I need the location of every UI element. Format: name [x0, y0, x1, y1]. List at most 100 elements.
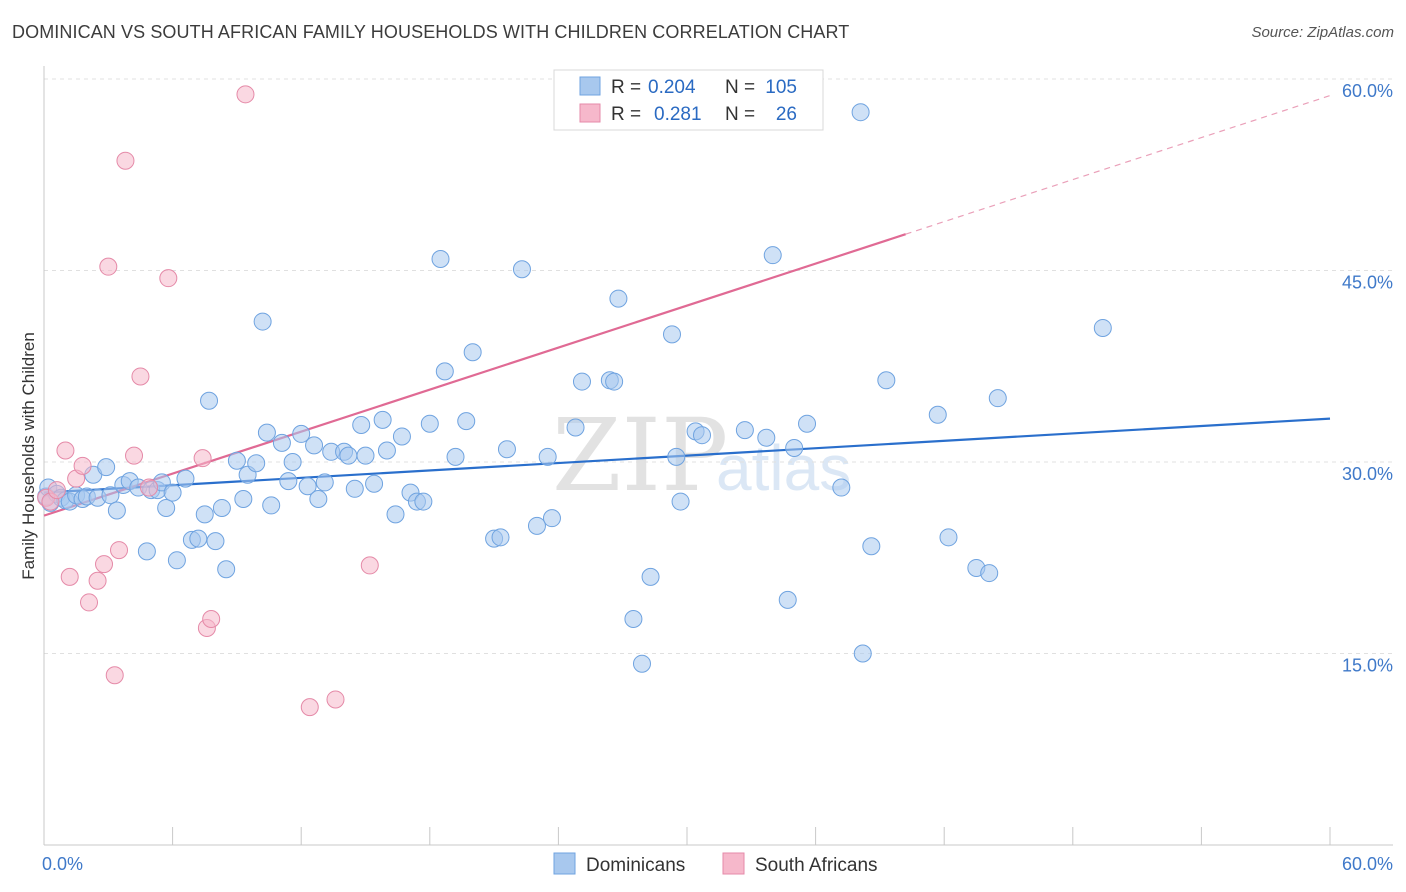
- point-dominicans-95: [851, 103, 870, 122]
- point-south-africans-13: [116, 151, 135, 170]
- point-dominicans-72: [527, 516, 546, 535]
- chart-title: DOMINICAN VS SOUTH AFRICAN FAMILY HOUSEH…: [12, 22, 850, 42]
- point-dominicans-46: [309, 490, 328, 509]
- point-south-africans-20: [202, 610, 221, 629]
- y-tick-labels: 15.0% 30.0% 45.0% 60.0%: [1342, 81, 1393, 676]
- point-dominicans-58: [392, 427, 411, 446]
- point-dominicans-14: [107, 501, 126, 520]
- stats-legend: R = 0.204 N = 105 R = 0.281 N = 26: [553, 69, 824, 131]
- point-dominicans-96: [853, 644, 872, 663]
- point-south-africans-6: [73, 456, 92, 475]
- point-dominicans-50: [339, 446, 358, 465]
- point-dominicans-74: [542, 509, 561, 528]
- point-dominicans-56: [377, 441, 396, 460]
- point-dominicans-85: [671, 492, 690, 511]
- point-dominicans-55: [373, 410, 392, 429]
- trend-lines: [43, 95, 1331, 517]
- x-tick-label-max: 60.0%: [1342, 854, 1393, 874]
- point-dominicans-83: [662, 325, 681, 344]
- bottom-legend-label-dominicans: Dominicans: [586, 855, 685, 876]
- bottom-legend-swatch-south-africans: [722, 852, 745, 875]
- point-south-africans-3: [56, 441, 75, 460]
- point-dominicans-98: [877, 371, 896, 390]
- point-dominicans-90: [763, 246, 782, 265]
- point-dominicans-99: [928, 405, 947, 424]
- point-dominicans-93: [798, 414, 817, 433]
- legend-r-value-south-africans: 0.281: [654, 104, 702, 125]
- point-south-africans-16: [140, 478, 159, 497]
- point-dominicans-39: [262, 496, 281, 515]
- point-dominicans-53: [356, 446, 375, 465]
- point-dominicans-57: [386, 505, 405, 524]
- point-dominicans-64: [435, 362, 454, 381]
- point-south-africans-18: [193, 449, 212, 468]
- gridlines: [44, 78, 1393, 654]
- source-label: Source: ZipAtlas.com: [1251, 24, 1394, 41]
- point-dominicans-91: [778, 590, 797, 609]
- point-south-africans-2: [47, 481, 66, 500]
- point-dominicans-13: [101, 486, 120, 505]
- legend-n-value-dominicans: 105: [765, 77, 797, 98]
- point-dominicans-97: [862, 537, 881, 556]
- point-dominicans-47: [315, 473, 334, 492]
- point-dominicans-81: [632, 654, 651, 673]
- point-dominicans-82: [641, 567, 660, 586]
- point-dominicans-104: [1093, 318, 1112, 337]
- y-tick-label-0: 15.0%: [1342, 656, 1393, 676]
- point-dominicans-52: [352, 415, 371, 434]
- trend-line-extension-south-africans: [905, 95, 1331, 235]
- point-dominicans-23: [163, 483, 182, 502]
- data-points: [37, 85, 1112, 717]
- y-tick-label-1: 30.0%: [1342, 464, 1393, 484]
- point-dominicans-71: [512, 260, 531, 279]
- point-south-africans-9: [95, 555, 114, 574]
- point-dominicans-33: [227, 451, 246, 470]
- point-south-africans-4: [60, 567, 79, 586]
- point-dominicans-34: [234, 490, 253, 509]
- point-dominicans-38: [257, 423, 276, 442]
- point-dominicans-65: [446, 447, 465, 466]
- point-dominicans-75: [566, 418, 585, 437]
- watermark-atlas: atlas: [716, 432, 851, 504]
- legend-r-label-south-africans: R =: [611, 104, 641, 125]
- point-dominicans-12: [97, 458, 116, 477]
- point-dominicans-32: [217, 560, 236, 579]
- legend-swatch-dominicans: [579, 76, 601, 96]
- trend-line-south-africans: [43, 233, 906, 517]
- point-dominicans-25: [176, 469, 195, 488]
- point-dominicans-103: [988, 389, 1007, 408]
- point-dominicans-36: [247, 454, 266, 473]
- point-dominicans-24: [167, 551, 186, 570]
- point-south-africans-14: [125, 446, 144, 465]
- point-dominicans-87: [693, 426, 712, 445]
- point-south-africans-12: [110, 541, 129, 560]
- point-south-africans-21: [236, 85, 255, 104]
- series-legend: Dominicans South Africans: [553, 852, 878, 876]
- point-dominicans-42: [283, 453, 302, 471]
- point-dominicans-62: [420, 414, 439, 433]
- point-dominicans-84: [667, 447, 686, 466]
- legend-n-label-dominicans: N =: [725, 77, 755, 98]
- y-axis-title: Family Households with Children: [19, 332, 38, 580]
- point-dominicans-45: [305, 436, 324, 455]
- point-dominicans-29: [200, 391, 219, 410]
- point-south-africans-23: [326, 690, 345, 709]
- point-south-africans-22: [300, 698, 319, 717]
- legend-r-value-dominicans: 0.204: [648, 77, 696, 98]
- legend-n-label-south-africans: N =: [725, 104, 755, 125]
- point-south-africans-11: [105, 666, 124, 685]
- point-south-africans-10: [99, 257, 118, 276]
- legend-r-label-dominicans: R =: [611, 77, 641, 98]
- point-south-africans-8: [88, 571, 107, 590]
- y-tick-label-2: 45.0%: [1342, 273, 1393, 293]
- point-dominicans-102: [980, 564, 999, 583]
- point-dominicans-76: [572, 372, 591, 391]
- axes: [43, 66, 1393, 846]
- point-dominicans-66: [457, 412, 476, 431]
- point-south-africans-17: [159, 269, 178, 288]
- point-south-africans-15: [131, 367, 150, 386]
- bottom-legend-swatch-dominicans: [553, 852, 576, 875]
- point-dominicans-43: [292, 424, 311, 443]
- point-dominicans-88: [735, 421, 754, 440]
